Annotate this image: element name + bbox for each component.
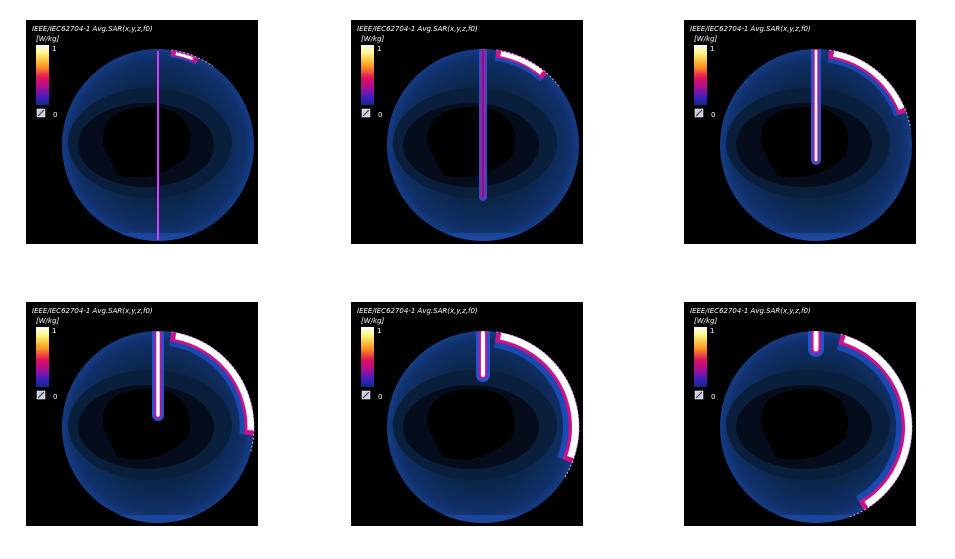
hot-spot-core: [843, 334, 912, 509]
scale-min: 0: [53, 111, 57, 119]
rim-dots: [171, 331, 255, 452]
field-band: [427, 388, 515, 460]
field-band: [760, 388, 848, 460]
title: IEEE/IEC62704-1 Avg.SAR(x,y,z,f0): [32, 25, 153, 33]
settings-icon-mark: [362, 109, 370, 117]
title: IEEE/IEC62704-1 Avg.SAR(x,y,z,f0): [690, 25, 811, 33]
scale-max: 1: [377, 45, 381, 53]
colorbar: [36, 45, 49, 105]
field-band: [102, 388, 190, 460]
sar-panel: IEEE/IEC62704-1 Avg.SAR(x,y,z,f0) [W/kg] 1…: [26, 302, 258, 526]
field-band: [760, 106, 848, 178]
colorbar: [694, 45, 707, 105]
settings-icon-mark: [695, 391, 703, 399]
field: [387, 49, 579, 241]
colorbar: [361, 45, 374, 105]
rim-dots: [829, 49, 912, 129]
scale-max: 1: [710, 327, 714, 335]
title: IEEE/IEC62704-1 Avg.SAR(x,y,z,f0): [690, 307, 811, 315]
field-band: [387, 515, 579, 523]
scale-min: 0: [711, 111, 715, 119]
colorbar: [694, 327, 707, 387]
sar-panel: IEEE/IEC62704-1 Avg.SAR(x,y,z,f0) [W/kg] 1…: [684, 302, 916, 526]
scale-max: 1: [710, 45, 714, 53]
hot-spot-core: [833, 50, 905, 110]
unit: [W/kg]: [694, 35, 718, 43]
field-band: [62, 515, 254, 523]
rim-dots: [840, 333, 913, 518]
scale-max: 1: [52, 45, 56, 53]
title: IEEE/IEC62704-1 Avg.SAR(x,y,z,f0): [32, 307, 153, 315]
field: [720, 49, 912, 241]
sar-panel: IEEE/IEC62704-1 Avg.SAR(x,y,z,f0) [W/kg] 1…: [351, 20, 583, 244]
unit: [W/kg]: [361, 317, 385, 325]
sar-panel: IEEE/IEC62704-1 Avg.SAR(x,y,z,f0) [W/kg] 1…: [26, 20, 258, 244]
field: [720, 331, 912, 523]
scale-min: 0: [378, 393, 382, 401]
rim-dots: [496, 49, 560, 87]
scale-min: 0: [711, 393, 715, 401]
hot-spot-core: [175, 52, 194, 61]
hot-spot-core: [175, 332, 254, 431]
hot-spot-core: [499, 331, 579, 459]
field-band: [387, 233, 579, 241]
field-band: [427, 106, 515, 178]
scale-min: 0: [53, 393, 57, 401]
sar-panel: IEEE/IEC62704-1 Avg.SAR(x,y,z,f0) [W/kg] 1…: [351, 302, 583, 526]
rim-dots: [496, 331, 580, 479]
unit: [W/kg]: [361, 35, 385, 43]
settings-icon-mark: [37, 391, 45, 399]
scale-min: 0: [378, 111, 382, 119]
field: [62, 49, 254, 241]
settings-icon-mark: [362, 391, 370, 399]
unit: [W/kg]: [694, 317, 718, 325]
field-band: [720, 233, 912, 241]
field-band: [102, 106, 190, 178]
settings-icon-mark: [37, 109, 45, 117]
sar-panel: IEEE/IEC62704-1 Avg.SAR(x,y,z,f0) [W/kg] 1…: [684, 20, 916, 244]
title: IEEE/IEC62704-1 Avg.SAR(x,y,z,f0): [357, 307, 478, 315]
hot-spot-core: [500, 51, 544, 75]
field: [387, 331, 579, 523]
unit: [W/kg]: [36, 35, 60, 43]
scale-max: 1: [52, 327, 56, 335]
settings-icon-mark: [695, 109, 703, 117]
scale-max: 1: [377, 327, 381, 335]
title: IEEE/IEC62704-1 Avg.SAR(x,y,z,f0): [357, 25, 478, 33]
field-band: [720, 515, 912, 523]
unit: [W/kg]: [36, 317, 60, 325]
field: [62, 331, 254, 523]
colorbar: [361, 327, 374, 387]
colorbar: [36, 327, 49, 387]
